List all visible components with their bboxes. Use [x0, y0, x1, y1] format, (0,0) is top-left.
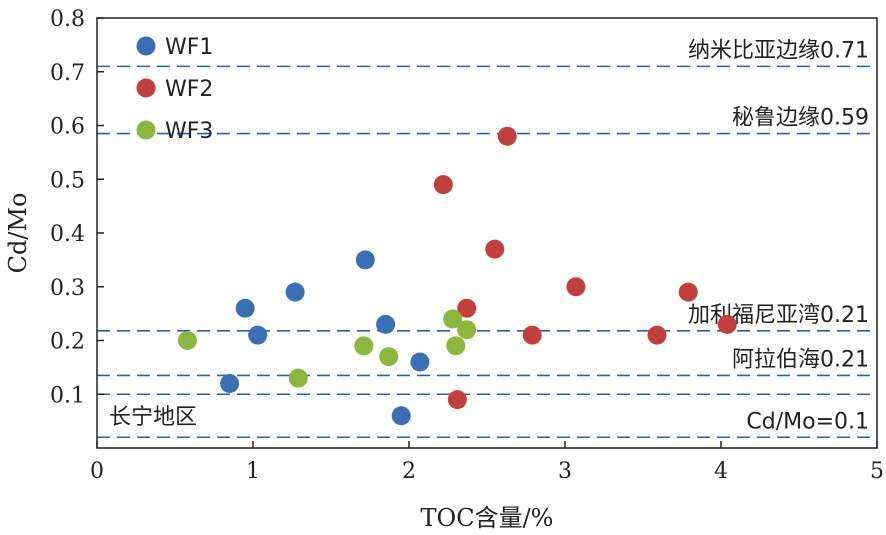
- y-tick-label: 0.7: [50, 61, 85, 86]
- legend-marker-wf3: [136, 120, 156, 140]
- region-label: 长宁地区: [109, 405, 197, 430]
- data-point-wf1: [376, 314, 396, 334]
- data-points: [177, 126, 737, 426]
- data-point-wf2: [566, 277, 586, 297]
- x-tick-label: 1: [246, 459, 260, 484]
- x-tick-label: 0: [90, 459, 104, 484]
- data-point-wf1: [235, 298, 255, 318]
- x-tick-label: 4: [714, 459, 728, 484]
- data-point-wf3: [354, 336, 374, 356]
- y-tick-label: 0.5: [50, 168, 85, 193]
- data-point-wf2: [678, 282, 698, 302]
- reference-line-label: 阿拉伯海0.21: [732, 347, 869, 372]
- reference-line-label: 秘鲁边缘0.59: [732, 106, 869, 131]
- x-axis-ticks: 0 1 2 3 4 5: [90, 441, 884, 484]
- data-point-wf3: [443, 309, 463, 329]
- data-point-wf1: [285, 282, 305, 302]
- y-axis-ticks: 0.1 0.2 0.3 0.4 0.5 0.6 0.7 0.8: [50, 7, 104, 408]
- legend-label: WF3: [165, 119, 213, 144]
- y-tick-label: 0.1: [50, 383, 85, 408]
- y-tick-label: 0.6: [50, 115, 85, 140]
- legend-marker-wf1: [136, 36, 156, 56]
- x-tick-label: 2: [402, 459, 416, 484]
- y-axis-title: Cd/Mo: [4, 193, 32, 274]
- data-point-wf1: [220, 374, 240, 393]
- data-point-wf1: [248, 325, 268, 345]
- y-tick-label: 0.4: [50, 222, 85, 247]
- plot-frame: [96, 17, 878, 449]
- data-point-wf2: [522, 325, 542, 345]
- data-point-wf2: [647, 325, 667, 345]
- data-point-wf2: [433, 175, 453, 195]
- legend-label: WF2: [165, 77, 213, 102]
- y-tick-label: 0.8: [50, 7, 85, 32]
- data-point-wf3: [446, 336, 466, 356]
- x-tick-label: 5: [870, 459, 884, 484]
- data-point-wf3: [288, 368, 308, 388]
- x-axis-title: TOC含量/%: [421, 504, 554, 532]
- x-tick-label: 3: [558, 459, 572, 484]
- reference-line-label: 加利福尼亚湾0.21: [688, 303, 869, 328]
- data-point-wf2: [447, 390, 467, 410]
- data-point-wf3: [457, 320, 477, 340]
- data-point-wf1: [355, 250, 375, 270]
- data-point-wf1: [391, 406, 411, 426]
- data-point-wf3: [379, 347, 399, 367]
- y-tick-label: 0.3: [50, 276, 85, 301]
- data-point-wf3: [177, 331, 197, 350]
- data-point-wf2: [717, 314, 737, 334]
- data-point-wf2: [485, 239, 505, 259]
- reference-line-label: Cd/Mo=0.1: [746, 409, 869, 434]
- data-point-wf1: [410, 352, 430, 372]
- reference-line-label: 纳米比亚边缘0.71: [688, 38, 869, 63]
- data-point-wf2: [457, 298, 477, 318]
- legend-label: WF1: [165, 35, 213, 60]
- legend-marker-wf2: [136, 78, 156, 98]
- y-tick-label: 0.2: [50, 330, 85, 355]
- data-point-wf2: [497, 126, 517, 146]
- legend: WF1 WF2 WF3: [136, 35, 213, 144]
